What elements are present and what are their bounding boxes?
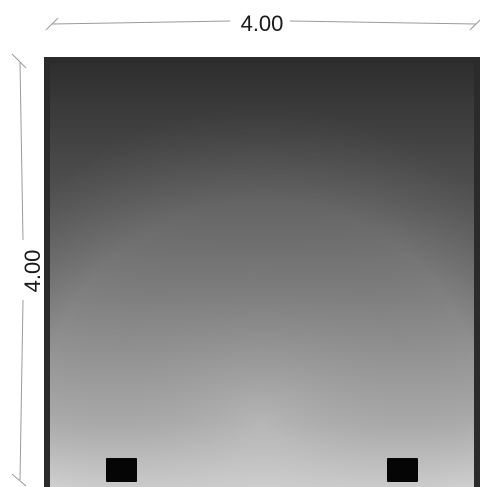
width-label: 4.00 <box>241 11 284 36</box>
height-label: 4.00 <box>20 250 45 293</box>
enclosure-shading <box>50 63 474 487</box>
post-left <box>106 458 137 482</box>
height-dimension: 4.00 <box>11 53 45 487</box>
enclosure <box>44 57 480 487</box>
post-right <box>387 458 418 482</box>
width-dimension: 4.00 <box>45 11 480 36</box>
